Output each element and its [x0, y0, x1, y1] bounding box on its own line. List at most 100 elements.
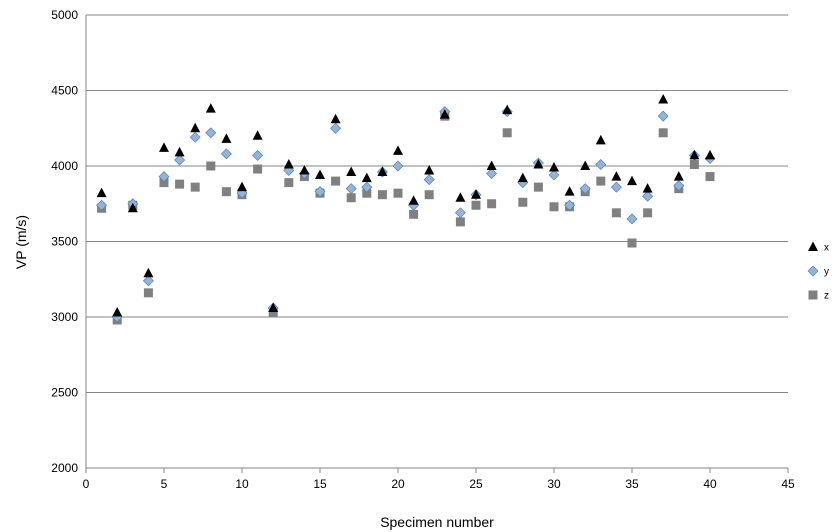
data-point-x [705, 149, 715, 160]
data-point-x [517, 172, 528, 183]
legend-label-y: y [824, 267, 829, 278]
data-point-z [346, 193, 356, 203]
data-point-y [174, 154, 186, 166]
data-point-z [159, 178, 169, 188]
data-point-y [361, 181, 373, 193]
data-point-x [689, 149, 700, 160]
gridlines [86, 14, 788, 393]
data-point-y [158, 171, 170, 183]
data-point-y [189, 131, 201, 143]
series-x [96, 94, 715, 317]
axes [85, 15, 789, 473]
data-point-z [331, 176, 341, 186]
x-tick-label: 45 [781, 477, 795, 491]
x-tick-label: 30 [547, 477, 561, 491]
y-tick-label: 3000 [51, 310, 78, 324]
data-point-x [658, 94, 669, 104]
x-tick-label: 20 [391, 477, 405, 491]
data-point-z [409, 209, 419, 219]
data-point-x [127, 202, 138, 213]
data-point-z [284, 178, 294, 188]
data-point-y [564, 199, 576, 211]
legend-marker-y [807, 265, 819, 277]
data-point-z [502, 128, 512, 138]
data-point-y [657, 110, 669, 122]
data-point-x [252, 130, 263, 140]
data-point-x [330, 113, 341, 124]
data-point-y [595, 158, 607, 170]
data-point-x [268, 302, 279, 312]
y-tick-label: 4500 [51, 84, 78, 98]
data-point-y [392, 160, 404, 172]
data-points [96, 94, 716, 325]
data-point-z [596, 176, 606, 186]
data-point-x [424, 165, 435, 175]
data-point-z [689, 159, 699, 169]
x-tick-label: 25 [469, 477, 483, 491]
data-point-x [96, 187, 107, 198]
data-point-z [533, 182, 543, 192]
data-point-y [610, 181, 622, 193]
data-point-x [408, 195, 419, 205]
data-point-x [642, 183, 653, 193]
data-point-z [518, 197, 528, 207]
data-point-z [377, 190, 387, 200]
data-point-x [143, 267, 154, 278]
data-point-x [439, 109, 450, 119]
legend-label-z: z [824, 291, 829, 302]
data-point-y [454, 207, 466, 219]
data-point-z [549, 202, 559, 212]
data-point-x [627, 175, 637, 186]
data-point-x [159, 142, 169, 152]
x-tick-label: 10 [235, 477, 249, 491]
data-point-x [283, 158, 294, 169]
data-point-z [253, 164, 263, 174]
data-point-x [315, 169, 325, 180]
data-point-y [330, 122, 342, 134]
data-point-x [346, 166, 357, 177]
data-point-z [487, 199, 497, 209]
data-point-x [190, 122, 201, 133]
data-point-x [611, 171, 622, 181]
data-point-z [206, 161, 216, 171]
data-point-x [549, 162, 559, 172]
data-point-x [502, 104, 513, 115]
data-point-z [627, 238, 637, 248]
y-tick-label: 4000 [51, 159, 78, 173]
data-point-z [455, 217, 465, 227]
data-point-x [205, 103, 216, 113]
data-point-z [362, 188, 372, 198]
data-point-x [595, 134, 606, 145]
data-point-x [299, 165, 310, 175]
data-point-y [642, 190, 654, 202]
data-point-y [579, 183, 591, 195]
data-point-z [471, 200, 481, 210]
data-point-y [486, 168, 498, 180]
x-axis-title: Specimen number [380, 514, 494, 530]
x-tick-label: 0 [83, 477, 90, 491]
data-point-y [142, 275, 154, 287]
data-point-x [237, 181, 247, 192]
series-z [97, 111, 715, 325]
data-point-z [190, 182, 200, 192]
x-tick-labels: 0 5 10 15 20 25 30 35 40 45 [83, 477, 795, 491]
data-point-y [314, 186, 326, 198]
data-point-z [175, 179, 185, 189]
x-tick-label: 5 [161, 477, 168, 491]
y-tick-label: 3500 [51, 235, 78, 249]
data-point-x [393, 145, 403, 155]
data-point-y [423, 174, 435, 186]
legend-label-x: x [824, 243, 829, 254]
data-point-z [221, 187, 231, 197]
data-point-x [361, 172, 372, 183]
legend-marker-z [808, 290, 818, 300]
data-point-x [673, 171, 684, 181]
data-point-x [221, 133, 232, 143]
data-point-y [252, 149, 264, 161]
x-tick-label: 40 [703, 477, 717, 491]
data-point-x [533, 158, 544, 169]
data-point-x [377, 166, 388, 177]
data-point-y [220, 148, 232, 160]
data-point-x [455, 192, 466, 202]
x-tick-label: 35 [625, 477, 639, 491]
